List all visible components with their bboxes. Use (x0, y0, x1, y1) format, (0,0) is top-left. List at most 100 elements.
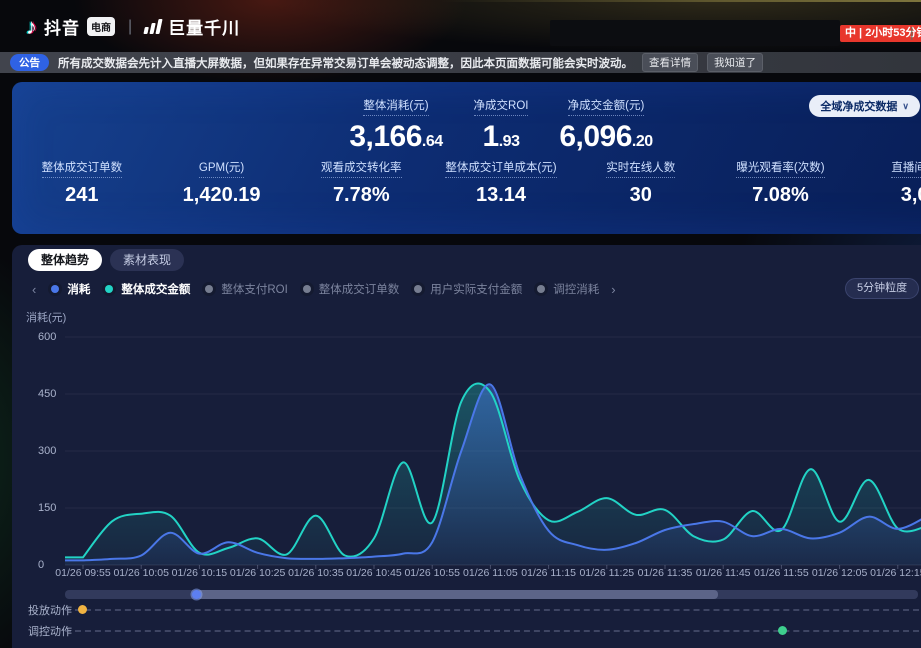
metric-label[interactable]: 实时在线人数 (571, 158, 711, 178)
legend-next-icon[interactable]: › (611, 281, 616, 297)
legend-dot-icon (102, 282, 117, 296)
x-tick-label: 01/26 09:55 (55, 567, 111, 579)
primary-metric-1: 净成交ROI 1.93 (449, 96, 554, 154)
x-tick-label: 01/26 10:15 (171, 567, 228, 579)
douyin-logo-icon: ♪ (26, 13, 37, 39)
metric-label[interactable]: 净成交ROI (449, 96, 554, 116)
x-tick-label: 01/26 11:35 (637, 567, 693, 579)
series-line-cost (65, 383, 921, 562)
qianchuan-brand-text: 巨量千川 (168, 19, 241, 38)
legend-item-0[interactable]: 消耗 (48, 281, 90, 297)
action-timeline (65, 630, 921, 632)
y-tick: 0 (38, 559, 45, 571)
legend-dot-icon (534, 282, 549, 296)
brand-divider: | (128, 17, 133, 35)
metric-label[interactable]: 直播间整体 (850, 158, 921, 178)
metric-label[interactable]: 观看成交转化率 (291, 158, 431, 178)
metric-label[interactable]: 整体成交订单成本(元) (431, 158, 571, 178)
secondary-metric-1: GPM(元) 1,420.19 (152, 158, 292, 207)
trend-chart[interactable] (12, 245, 921, 648)
dismiss-button[interactable]: 我知道了 (707, 53, 763, 72)
legend-items: 消耗 整体成交金额 整体支付ROI 整体成交订单数 用户实际支付金额 调控消耗 (48, 281, 599, 297)
trend-tabs: 整体趋势 素材表现 (28, 249, 185, 271)
x-tick-label: 01/26 10:45 (346, 567, 402, 579)
metric-value: 1,420.19 (182, 184, 261, 206)
douyin-brand-text: 抖音 (44, 19, 80, 38)
x-tick-label: 01/26 11:05 (463, 567, 518, 579)
action-marker-dot[interactable] (778, 626, 788, 635)
notice-badge: 公告 (10, 54, 49, 71)
legend-item-2[interactable]: 整体支付ROI (202, 281, 288, 297)
secondary-metric-3: 整体成交订单成本(元) 13.14 (431, 158, 571, 207)
secondary-metric-2: 观看成交转化率 7.78% (291, 158, 431, 207)
metric-label[interactable]: GPM(元) (152, 158, 292, 178)
top-glow-line (440, 0, 921, 2)
redacted-account-area (550, 20, 840, 46)
qianchuan-logo-icon (143, 19, 163, 34)
x-tick-label: 01/26 10:25 (229, 567, 286, 579)
y-axis-title: 消耗(元) (26, 312, 67, 324)
legend-row: ‹ 消耗 整体成交金额 整体支付ROI 整体成交订单数 用户实际支付金额 调控消耗 › (30, 281, 618, 297)
action-timeline (65, 609, 921, 611)
metric-value: 241 (65, 184, 99, 206)
notice-bar: 公告 所有成交数据会先计入直播大屏数据，但如果存在异常交易订单会被动态调整，因此… (0, 52, 921, 73)
top-header: ♪ 抖音 电商 | 巨量千川 中 | 2小时53分钟 | (0, 0, 921, 50)
x-tick-label: 01/26 10:35 (288, 567, 344, 579)
secondary-metric-0: 整体成交订单数 241 (12, 158, 152, 207)
action-row-label: 调控动作 (28, 626, 72, 638)
metric-label[interactable]: 整体消耗(元) (344, 96, 449, 116)
chevron-down-icon: ∨ (902, 100, 909, 111)
legend-dot-icon (48, 282, 63, 296)
time-range-scrollbar[interactable] (65, 590, 918, 599)
legend-label: 消耗 (67, 284, 91, 296)
metric-value: 3,166.64 (349, 120, 443, 153)
y-tick: 300 (38, 445, 57, 457)
notice-text: 所有成交数据会先计入直播大屏数据，但如果存在异常交易订单会被动态调整，因此本页面… (58, 57, 633, 70)
legend-label: 整体成交订单数 (318, 284, 400, 296)
header-divider: | (910, 24, 914, 40)
y-tick: 150 (38, 502, 57, 514)
legend-label: 整体成交金额 (121, 284, 191, 296)
legend-item-4[interactable]: 用户实际支付金额 (411, 281, 522, 297)
brand-area: ♪ 抖音 电商 | 巨量千川 (26, 14, 240, 39)
legend-dot-icon (299, 282, 314, 296)
series-area-cost (65, 384, 921, 565)
legend-item-3[interactable]: 整体成交订单数 (299, 281, 400, 297)
legend-dot-icon (411, 282, 426, 296)
metric-value: 7.08% (752, 184, 809, 206)
metric-label[interactable]: 整体成交订单数 (12, 158, 152, 178)
x-tick-label: 01/26 11:15 (521, 567, 576, 579)
legend-prev-icon[interactable]: ‹ (32, 281, 37, 297)
y-tick: 600 (38, 331, 57, 343)
x-tick-label: 01/26 12:05 (811, 567, 868, 579)
metric-label[interactable]: 曝光观看率(次数) (711, 158, 851, 178)
secondary-metrics-row: 整体成交订单数 241 GPM(元) 1,420.19 观看成交转化率 7.78% 整体成交… (12, 158, 921, 207)
granularity-selector[interactable]: 5分钟粒度 (845, 278, 920, 299)
metric-value: 30 (629, 184, 652, 206)
primary-metric-0: 整体消耗(元) 3,166.64 (344, 96, 449, 154)
tab-material-performance[interactable]: 素材表现 (110, 249, 185, 271)
y-tick: 450 (38, 388, 57, 400)
action-marker-dot[interactable] (78, 605, 88, 614)
data-scope-selector[interactable]: 全域净成交数据 ∨ (809, 95, 920, 117)
tab-overall-trend[interactable]: 整体趋势 (28, 249, 103, 271)
legend-item-1[interactable]: 整体成交金额 (102, 281, 190, 297)
scrollbar-range[interactable] (197, 590, 718, 599)
metric-label[interactable]: 净成交金额(元) (554, 96, 659, 116)
legend-dot-icon (202, 282, 217, 296)
view-detail-button[interactable]: 查看详情 (642, 53, 698, 72)
secondary-metric-5: 曝光观看率(次数) 7.08% (711, 158, 851, 207)
ecommerce-badge: 电商 (87, 17, 115, 36)
metric-value: 3,09 (900, 184, 921, 206)
metric-value: 7.78% (332, 184, 390, 206)
legend-label: 调控消耗 (553, 284, 600, 296)
scrollbar-handle[interactable] (192, 590, 201, 599)
metric-value: 13.14 (475, 184, 527, 206)
legend-item-5[interactable]: 调控消耗 (534, 281, 599, 297)
legend-label: 整体支付ROI (221, 284, 288, 296)
series-line-gmv (65, 382, 921, 559)
x-tick-label: 01/26 11:45 (695, 567, 751, 579)
legend-label: 用户实际支付金额 (430, 284, 523, 296)
x-tick-label: 01/26 10:05 (113, 567, 169, 579)
